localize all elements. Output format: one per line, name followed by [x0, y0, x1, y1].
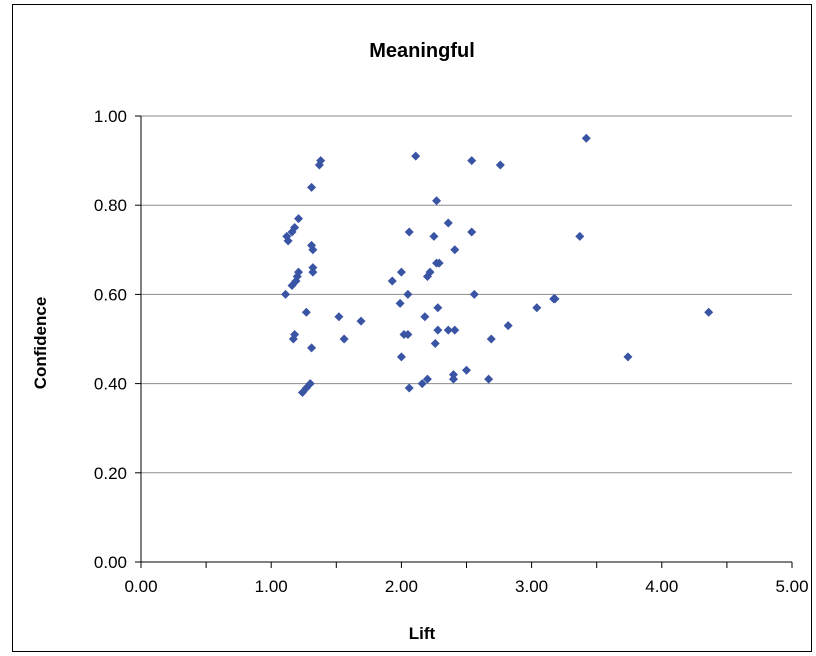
- x-axis-label: Lift: [409, 624, 436, 643]
- data-point: [704, 307, 714, 317]
- data-point: [308, 245, 318, 255]
- data-point: [443, 218, 453, 228]
- data-point: [532, 303, 542, 313]
- data-point: [433, 303, 443, 313]
- data-point: [469, 289, 479, 299]
- data-point: [334, 312, 344, 322]
- data-point: [433, 325, 443, 335]
- data-point: [450, 325, 460, 335]
- data-point: [404, 227, 414, 237]
- data-point: [403, 289, 413, 299]
- y-tick-label: 0.60: [94, 285, 127, 304]
- y-tick-label: 1.00: [94, 107, 127, 126]
- chart-title: Meaningful: [369, 40, 475, 62]
- data-point: [396, 267, 406, 277]
- data-point: [316, 156, 326, 166]
- y-tick-label: 0.80: [94, 196, 127, 215]
- data-point: [425, 267, 435, 277]
- data-point: [396, 352, 406, 362]
- x-tick-label: 0.00: [124, 577, 157, 596]
- data-point: [430, 338, 440, 348]
- data-point: [429, 231, 439, 241]
- data-point: [281, 289, 291, 299]
- data-point: [623, 352, 633, 362]
- data-point: [462, 365, 471, 375]
- y-axis-label: Confidence: [31, 297, 50, 390]
- x-tick-label: 3.00: [515, 577, 548, 596]
- data-point: [411, 151, 421, 161]
- data-point: [307, 343, 317, 353]
- data-point: [283, 236, 293, 246]
- data-point: [581, 133, 591, 143]
- data-point: [301, 307, 311, 317]
- chart-area: Meaningful 0.00 1.00 2.00 3.00 4.00 5.00 0.00…: [12, 4, 812, 652]
- data-point: [575, 231, 585, 241]
- data-point: [432, 196, 442, 206]
- data-point: [294, 214, 304, 224]
- y-tick-label: 0.20: [94, 464, 127, 483]
- data-point: [305, 379, 315, 389]
- data-point: [550, 294, 560, 304]
- data-point: [290, 223, 300, 232]
- data-point: [486, 334, 496, 344]
- data-point: [403, 330, 413, 340]
- x-axis-ticks: 0.00 1.00 2.00 3.00 4.00 5.00: [124, 562, 809, 596]
- x-tick-label: 5.00: [775, 577, 808, 596]
- data-points: [281, 133, 714, 398]
- y-tick-label: 0.40: [94, 375, 127, 394]
- data-point: [484, 374, 494, 384]
- data-point: [307, 182, 317, 192]
- data-point: [308, 267, 318, 277]
- data-point: [387, 276, 397, 286]
- x-tick-label: 4.00: [645, 577, 678, 596]
- data-point: [422, 374, 432, 384]
- data-point: [356, 316, 366, 326]
- data-point: [443, 325, 453, 335]
- data-point: [450, 245, 460, 255]
- data-point: [467, 156, 477, 166]
- data-point: [434, 258, 444, 268]
- data-point: [417, 379, 427, 389]
- gridlines: [141, 115, 792, 474]
- y-axis-ticks: 0.00 0.20 0.40 0.60 0.80 1.00: [94, 107, 141, 572]
- x-tick-label: 1.00: [255, 577, 288, 596]
- data-point: [420, 312, 430, 322]
- data-point: [395, 298, 405, 308]
- data-point: [503, 321, 513, 331]
- data-point: [288, 334, 298, 344]
- data-point: [339, 334, 349, 344]
- data-point: [448, 374, 458, 384]
- axes: [140, 116, 792, 563]
- scatter-chart: Meaningful 0.00 1.00 2.00 3.00 4.00 5.00 0.00…: [31, 40, 809, 643]
- data-point: [294, 267, 304, 277]
- x-tick-label: 2.00: [385, 577, 418, 596]
- data-point: [467, 227, 477, 237]
- data-point: [404, 383, 414, 393]
- data-point: [495, 160, 505, 170]
- y-tick-label: 0.00: [94, 553, 127, 572]
